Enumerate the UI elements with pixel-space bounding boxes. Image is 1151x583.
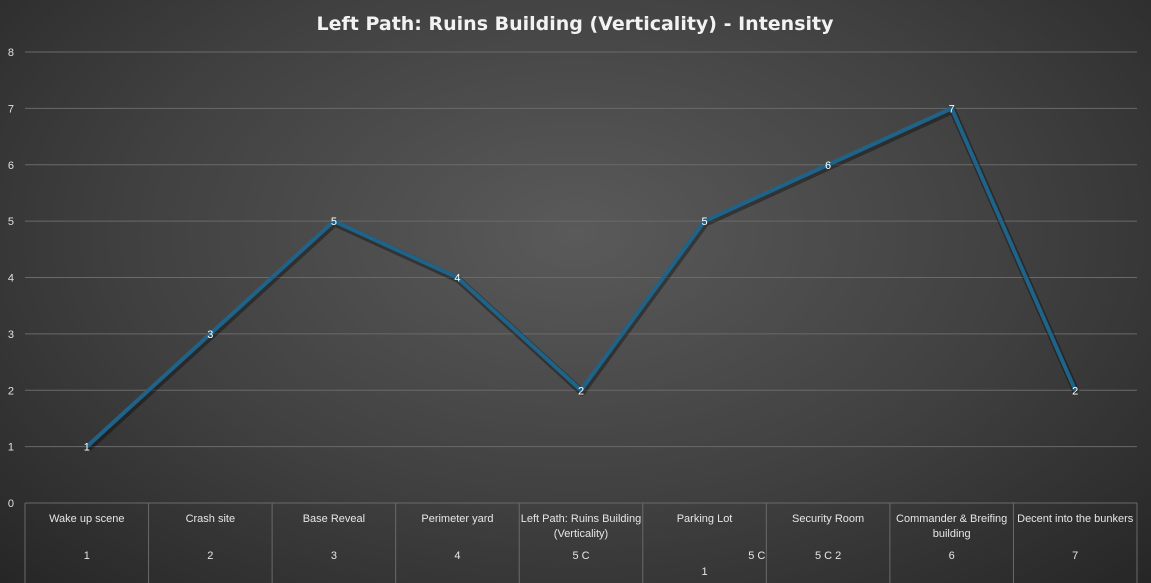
y-tick-label: 2 — [8, 385, 14, 397]
y-tick-label: 1 — [8, 442, 14, 454]
data-label: 5 — [701, 216, 707, 228]
category-sublabel: 5 C — [572, 550, 589, 562]
data-label: 5 — [331, 216, 337, 228]
category-sublabel: 7 — [1072, 550, 1078, 562]
y-tick-label: 3 — [8, 329, 14, 341]
data-label: 1 — [84, 442, 90, 454]
y-tick-label: 0 — [8, 498, 14, 510]
category-sublabel: 2 — [207, 550, 213, 562]
category-sublabel: 5 C 2 — [815, 550, 841, 562]
category-label: (Verticality) — [554, 528, 608, 540]
data-label: 6 — [825, 160, 831, 172]
category-axis: Wake up scene 1 Crash site 2 Base Reveal 3 Per… — [24, 503, 1138, 583]
series-line — [85, 106, 1078, 449]
data-labels: 1 3 5 4 2 5 6 7 2 — [84, 103, 1079, 453]
category-label: Wake up scene — [49, 513, 124, 525]
category-sublabel: 3 — [331, 550, 337, 562]
category-label: Crash site — [186, 513, 236, 525]
category-sublabel: 6 — [949, 550, 955, 562]
chart-title: Left Path: Ruins Building (Verticality) … — [317, 13, 835, 35]
y-tick-label: 7 — [8, 103, 14, 115]
category-label: Decent into the bunkers — [1017, 513, 1134, 525]
category-label: building — [933, 528, 971, 540]
y-axis-ticks: 0 1 2 3 4 5 6 7 8 — [8, 47, 14, 510]
category-sublabel: 1 — [701, 566, 707, 578]
category-sublabel: 4 — [454, 550, 460, 562]
category-label: Security Room — [792, 513, 864, 525]
series-intensity — [85, 106, 1080, 452]
gridlines — [25, 51, 1137, 504]
category-sublabel: 1 — [84, 550, 90, 562]
data-label: 3 — [207, 329, 213, 341]
category-label: Base Reveal — [303, 513, 365, 525]
category-label: Commander & Breifing — [896, 513, 1007, 525]
category-label: Left Path: Ruins Building — [521, 513, 641, 525]
y-tick-label: 8 — [8, 47, 14, 59]
data-label: 2 — [578, 385, 584, 397]
category-sublabel: 5 C — [748, 550, 765, 562]
data-label: 2 — [1072, 385, 1078, 397]
series-line-shadow — [85, 106, 1080, 452]
y-tick-label: 4 — [8, 273, 14, 285]
data-label: 7 — [949, 103, 955, 115]
y-tick-label: 5 — [8, 216, 14, 228]
data-label: 4 — [454, 273, 460, 285]
category-label: Perimeter yard — [421, 513, 493, 525]
category-label: Parking Lot — [677, 513, 733, 525]
y-tick-label: 6 — [8, 160, 14, 172]
